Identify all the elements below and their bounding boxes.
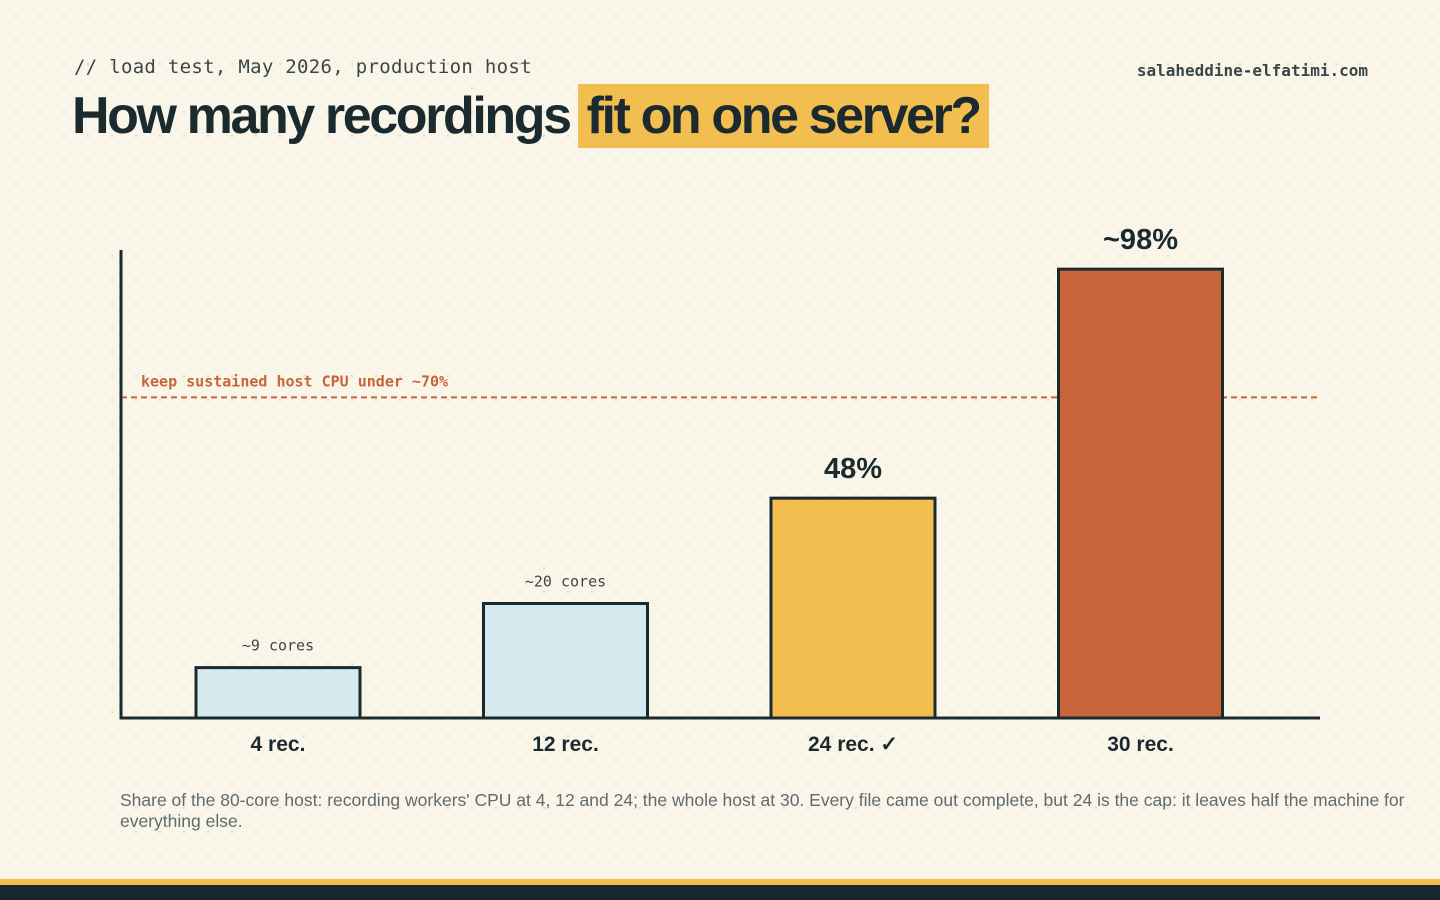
bar-3 — [769, 496, 937, 720]
threshold-label: keep sustained host CPU under ~70% — [141, 372, 448, 390]
value-label-1: ~9 cores — [242, 637, 314, 655]
bar-2 — [482, 602, 649, 720]
title-plain: How many recordings — [72, 87, 572, 145]
footer-band — [0, 885, 1440, 900]
page-title: How many recordings fit on one server? — [72, 84, 989, 148]
value-label-2: ~20 cores — [525, 573, 606, 591]
title-highlight: fit on one server? — [577, 84, 989, 148]
kicker-text: // load test, May 2026, production host — [74, 56, 532, 78]
footer-accent-band — [0, 879, 1440, 885]
value-label-3: 48% — [824, 453, 882, 485]
value-label-4: ~98% — [1103, 224, 1178, 256]
category-label-1: 4 rec. — [251, 733, 306, 756]
bar-4 — [1057, 267, 1224, 720]
bar-1 — [194, 666, 362, 720]
category-label-2: 12 rec. — [532, 733, 599, 756]
category-label-3: 24 rec. ✓ — [808, 733, 898, 756]
category-label-4: 30 rec. — [1107, 733, 1174, 756]
site-link[interactable]: salaheddine-elfatimi.com — [1136, 61, 1368, 80]
chart-caption: Share of the 80-core host: recording wor… — [120, 790, 1405, 831]
